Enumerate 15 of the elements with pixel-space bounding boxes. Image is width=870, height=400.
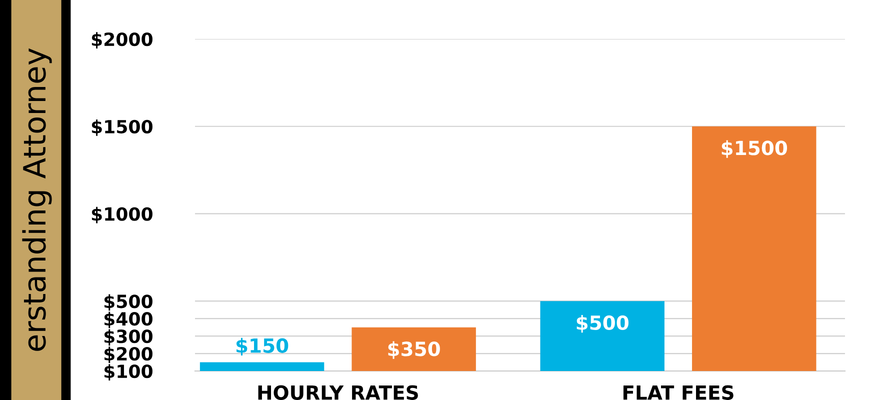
y-tick-label: $100 [104, 364, 152, 381]
y-tick-label: $400 [104, 312, 152, 328]
data-label: $1500 [722, 140, 788, 158]
x-tick-label: HOURLY RATES [258, 385, 418, 400]
y-tick-label: $1000 [92, 206, 152, 224]
y-tick-label: $200 [104, 346, 152, 364]
y-tick-label: $300 [104, 329, 152, 346]
data-label: $500 [576, 314, 628, 333]
data-label: $350 [388, 341, 440, 359]
text: erstanding Attorney [22, 48, 52, 351]
y-tick-label: $500 [104, 294, 152, 311]
x-tick-label: FLAT FEES [623, 385, 734, 400]
y-tick-label: $1500 [92, 120, 152, 136]
y-tick-label: $2000 [92, 32, 152, 49]
data-label: $150 [236, 338, 288, 356]
